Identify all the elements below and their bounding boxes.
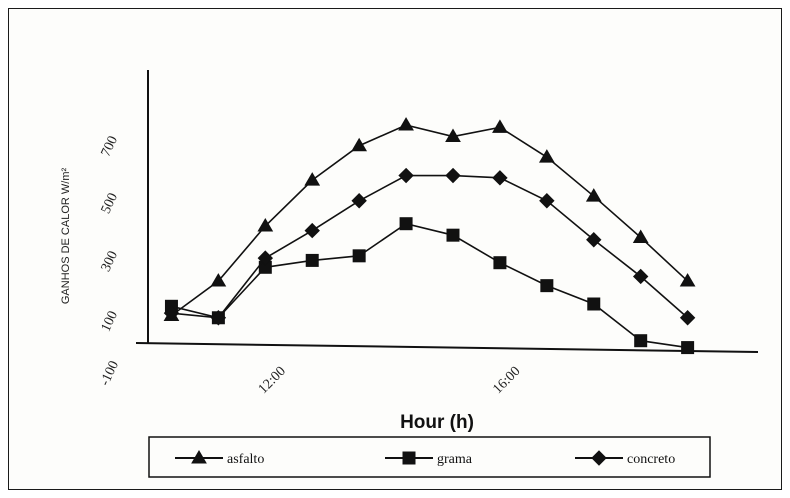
legend-item-concreto: concreto (575, 450, 675, 467)
data-point (540, 279, 554, 293)
legend-marker (591, 450, 607, 466)
data-point (632, 229, 649, 243)
data-point (586, 232, 602, 248)
legend-item-grama: grama (385, 451, 473, 467)
legend-marker (191, 450, 207, 464)
y-tick-label: -100 (98, 359, 122, 389)
series-asfalto (163, 117, 696, 321)
data-point (445, 167, 461, 184)
legend-label: concreto (627, 452, 675, 467)
data-point (398, 167, 414, 184)
data-point (257, 250, 274, 266)
legend-item-asfalto: asfalto (175, 450, 264, 467)
series-line (171, 222, 688, 349)
y-tick-label: 500 (99, 191, 121, 216)
legend-label: asfalto (227, 452, 264, 467)
data-point (681, 341, 695, 355)
data-point (585, 188, 602, 202)
y-tick-label: 700 (99, 134, 121, 159)
data-point (305, 253, 319, 267)
data-point (163, 305, 180, 321)
data-point (304, 222, 320, 239)
series-concreto (163, 167, 696, 326)
y-tick-labels: -100 100 300 500 700 (98, 134, 122, 388)
data-point (351, 193, 367, 209)
y-axis-label: GANHOS DE CALOR W/m² (60, 168, 72, 305)
series-lines (163, 117, 696, 355)
data-point (257, 218, 274, 232)
y-tick-label: 300 (99, 249, 121, 274)
data-point (352, 249, 366, 263)
data-point (538, 149, 555, 163)
x-axis (135, 342, 759, 353)
x-tick-label: 16:00 (490, 364, 523, 397)
series-grama (164, 217, 695, 355)
data-point (679, 273, 696, 287)
data-point (304, 172, 321, 186)
data-point (632, 268, 649, 285)
series-line (171, 174, 689, 319)
legend-marker (402, 451, 416, 465)
data-point (492, 170, 508, 186)
legend: asfalto grama concreto (148, 436, 711, 478)
data-point (587, 297, 601, 311)
data-point (398, 117, 414, 131)
legend-box (148, 436, 711, 478)
series-line (170, 124, 689, 317)
data-point (493, 256, 507, 270)
y-tick-label: 100 (99, 309, 121, 334)
x-axis-label: Hour (h) (400, 412, 474, 433)
data-point (210, 310, 227, 326)
data-point (679, 310, 696, 326)
chart-axes (135, 70, 759, 353)
data-point (351, 137, 368, 152)
data-point (492, 119, 508, 133)
data-point (445, 128, 461, 143)
data-point (634, 334, 648, 348)
data-point (399, 217, 413, 231)
data-point (446, 228, 460, 242)
data-point (210, 273, 227, 287)
data-point (539, 193, 555, 209)
x-tick-labels: 12:00 16:00 (256, 364, 524, 397)
x-tick-label: 12:00 (256, 364, 289, 397)
legend-label: grama (437, 452, 473, 467)
